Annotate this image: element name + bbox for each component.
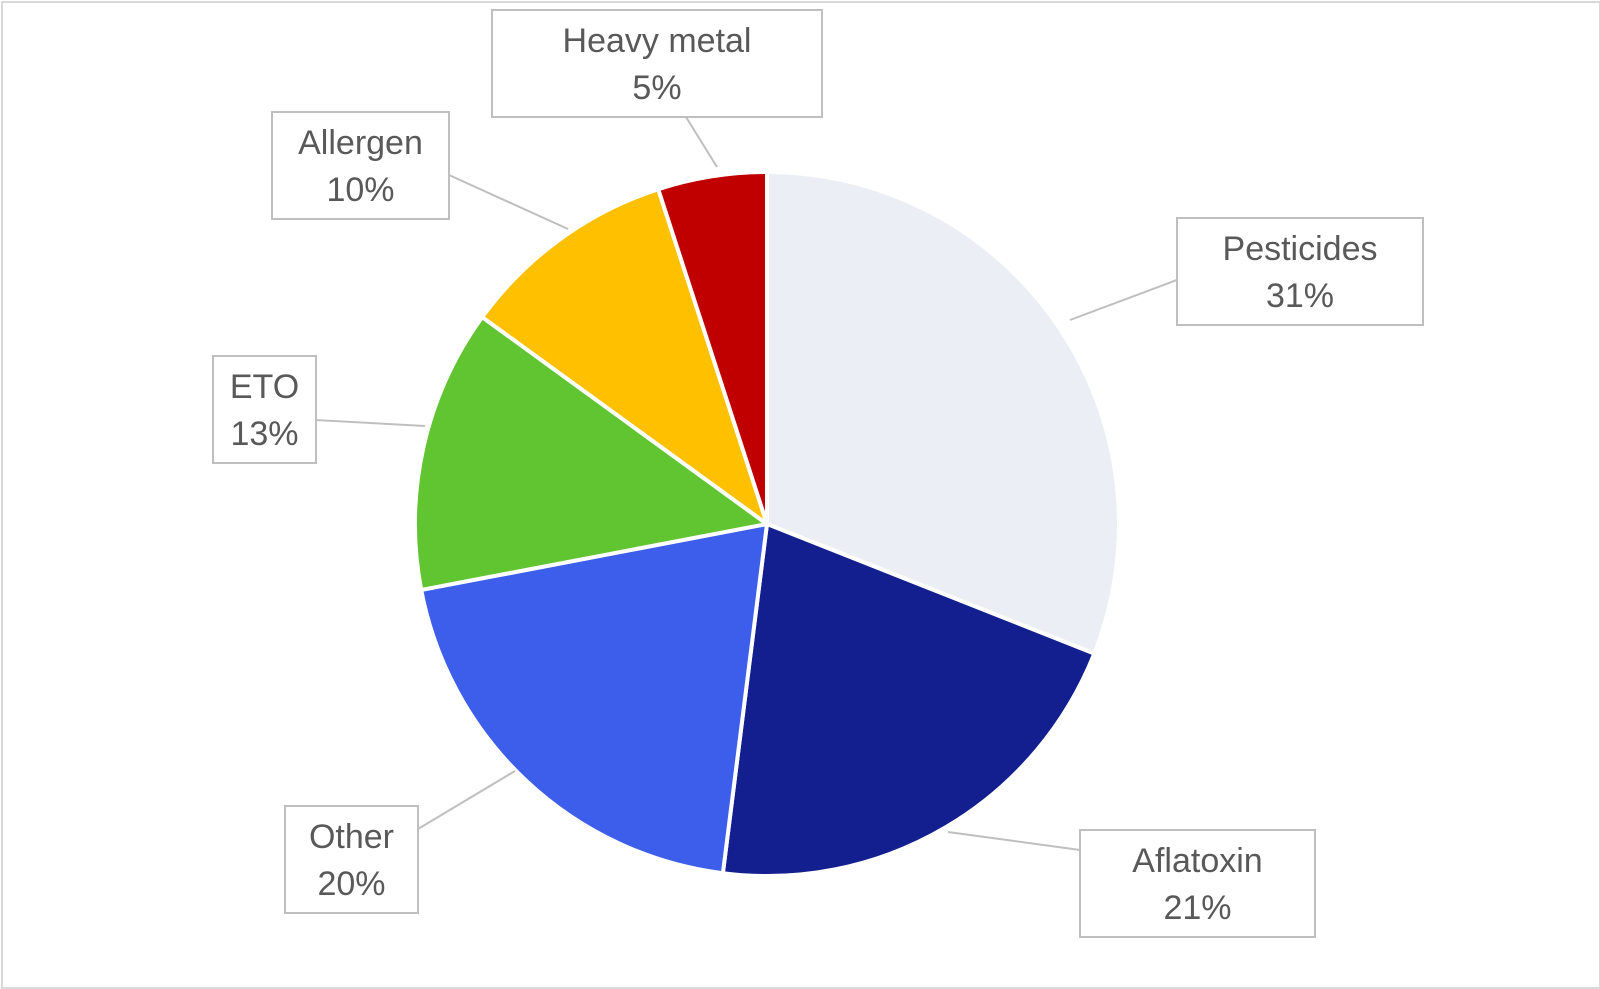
leader-line-pesticides: [1069, 278, 1178, 321]
slice-percent-allergen: 10%: [326, 171, 394, 209]
pie-slice-eto: [413, 315, 769, 592]
leader-line-other: [417, 770, 516, 845]
pie-slice-aflatoxin: [720, 522, 1097, 878]
leader-line-eto: [315, 418, 426, 441]
slice-percent-other: 20%: [317, 865, 385, 903]
slice-name-pesticides: Pesticides: [1223, 230, 1378, 268]
data-labels: Pesticides 31% Aflatoxin 21% Other 20% ETO 13% A…: [212, 9, 1424, 938]
slice-name-heavy-metal: Heavy metal: [563, 22, 752, 60]
slice-percent-pesticides: 31%: [1266, 277, 1334, 315]
label-box-pesticides: [1176, 217, 1424, 326]
leader-line-aflatoxin: [947, 831, 1081, 873]
label-box-aflatoxin: [1079, 829, 1316, 938]
label-box-heavy-metal: [491, 9, 823, 118]
pie-slice-other: [419, 522, 769, 876]
slice-percent-aflatoxin: 21%: [1163, 889, 1231, 927]
slice-percent-eto: 13%: [230, 415, 298, 453]
label-box-allergen: [271, 111, 450, 220]
slice-name-eto: ETO: [230, 368, 299, 406]
pie-slice-allergen: [480, 187, 769, 526]
label-box-other: [284, 805, 419, 914]
leader-line-allergen: [448, 173, 569, 230]
pie-slice-heavy-metal: [656, 170, 769, 526]
slice-name-other: Other: [309, 818, 394, 856]
leader-line-heavy-metal: [684, 116, 767, 168]
label-box-eto: [212, 355, 317, 464]
slice-name-allergen: Allergen: [298, 124, 423, 162]
slice-percent-heavy-metal: 5%: [632, 69, 681, 107]
slice-name-aflatoxin: Aflatoxin: [1132, 842, 1262, 880]
pie-slices: [413, 170, 1121, 878]
pie-slice-pesticides: [765, 170, 1121, 656]
